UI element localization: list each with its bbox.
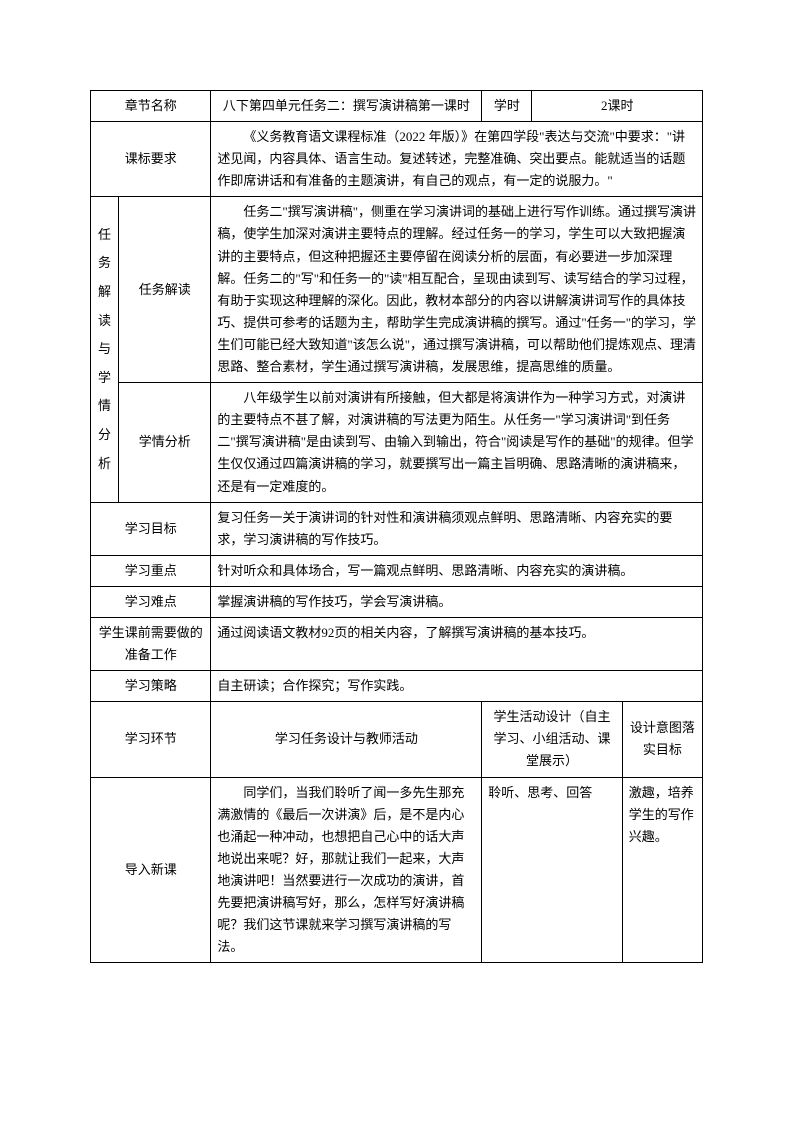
- goal-row: 学习目标 复习任务一关于演讲词的针对性和演讲稿须观点鲜明、思路清晰、内容充实的要…: [91, 502, 703, 555]
- intro-activity: 聆听、思考、回答: [482, 777, 622, 963]
- difficulty-row: 学习难点 掌握演讲稿的写作技巧，学会写演讲稿。: [91, 586, 703, 617]
- strategy-label: 学习策略: [91, 671, 211, 702]
- standards-content: 《义务教育语文课程标准（2022 年版）》在第四学段"表达与交流"中要求："讲述…: [211, 122, 703, 197]
- hours-label: 学时: [482, 91, 532, 122]
- intro-intent: 激趣，培养学生的写作兴趣。: [622, 777, 702, 963]
- task-design-header: 学习任务设计与教师活动: [211, 702, 482, 777]
- prep-label: 学生课前需要做的准备工作: [91, 617, 211, 670]
- prep-content: 通过阅读语文教材92页的相关内容，了解撰写演讲稿的基本技巧。: [211, 617, 703, 670]
- difficulty-label: 学习难点: [91, 586, 211, 617]
- goal-label: 学习目标: [91, 502, 211, 555]
- intro-phase-label: 导入新课: [91, 777, 211, 963]
- situation-label: 学情分析: [119, 383, 211, 502]
- strategy-row: 学习策略 自主研读；合作探究；写作实践。: [91, 671, 703, 702]
- situation-row: 学情分析 八年级学生以前对演讲有所接触，但大都是将演讲作为一种学习方式，对演讲的…: [91, 383, 703, 502]
- task-content: 任务二"撰写演讲稿"，侧重在学习演讲词的基础上进行写作训练。通过撰写演讲稿，使学…: [211, 197, 703, 383]
- intent-header: 设计意图落实目标: [622, 702, 702, 777]
- strategy-content: 自主研读；合作探究；写作实践。: [211, 671, 703, 702]
- focus-content: 针对听众和具体场合，写一篇观点鲜明、思路清晰、内容充实的演讲稿。: [211, 555, 703, 586]
- standards-row: 课标要求 《义务教育语文课程标准（2022 年版）》在第四学段"表达与交流"中要…: [91, 122, 703, 197]
- chapter-row: 章节名称 八下第四单元任务二：撰写演讲稿第一课时 学时 2课时: [91, 91, 703, 122]
- prep-row: 学生课前需要做的准备工作 通过阅读语文教材92页的相关内容，了解撰写演讲稿的基本…: [91, 617, 703, 670]
- task-label: 任务解读: [119, 197, 211, 383]
- hours-value: 2课时: [532, 91, 703, 122]
- situation-content: 八年级学生以前对演讲有所接触，但大都是将演讲作为一种学习方式，对演讲的主要特点不…: [211, 383, 703, 502]
- student-activity-header: 学生活动设计（自主学习、小组活动、课堂展示）: [482, 702, 622, 777]
- focus-row: 学习重点 针对听众和具体场合，写一篇观点鲜明、思路清晰、内容充实的演讲稿。: [91, 555, 703, 586]
- phase-header: 学习环节: [91, 702, 211, 777]
- analysis-section-label: 任务解读与学情分析: [91, 197, 119, 502]
- chapter-label: 章节名称: [91, 91, 211, 122]
- goal-content: 复习任务一关于演讲词的针对性和演讲稿须观点鲜明、思路清晰、内容充实的要求，学习演…: [211, 502, 703, 555]
- difficulty-content: 掌握演讲稿的写作技巧，学会写演讲稿。: [211, 586, 703, 617]
- intro-content: 同学们，当我们聆听了闻一多先生那充满激情的《最后一次讲演》后，是不是内心也涌起一…: [211, 777, 482, 963]
- task-row: 任务解读与学情分析 任务解读 任务二"撰写演讲稿"，侧重在学习演讲词的基础上进行…: [91, 197, 703, 383]
- focus-label: 学习重点: [91, 555, 211, 586]
- lesson-plan-table: 章节名称 八下第四单元任务二：撰写演讲稿第一课时 学时 2课时 课标要求 《义务…: [90, 90, 703, 963]
- subheader-row: 学习环节 学习任务设计与教师活动 学生活动设计（自主学习、小组活动、课堂展示） …: [91, 702, 703, 777]
- chapter-value: 八下第四单元任务二：撰写演讲稿第一课时: [211, 91, 482, 122]
- standards-label: 课标要求: [91, 122, 211, 197]
- intro-row: 导入新课 同学们，当我们聆听了闻一多先生那充满激情的《最后一次讲演》后，是不是内…: [91, 777, 703, 963]
